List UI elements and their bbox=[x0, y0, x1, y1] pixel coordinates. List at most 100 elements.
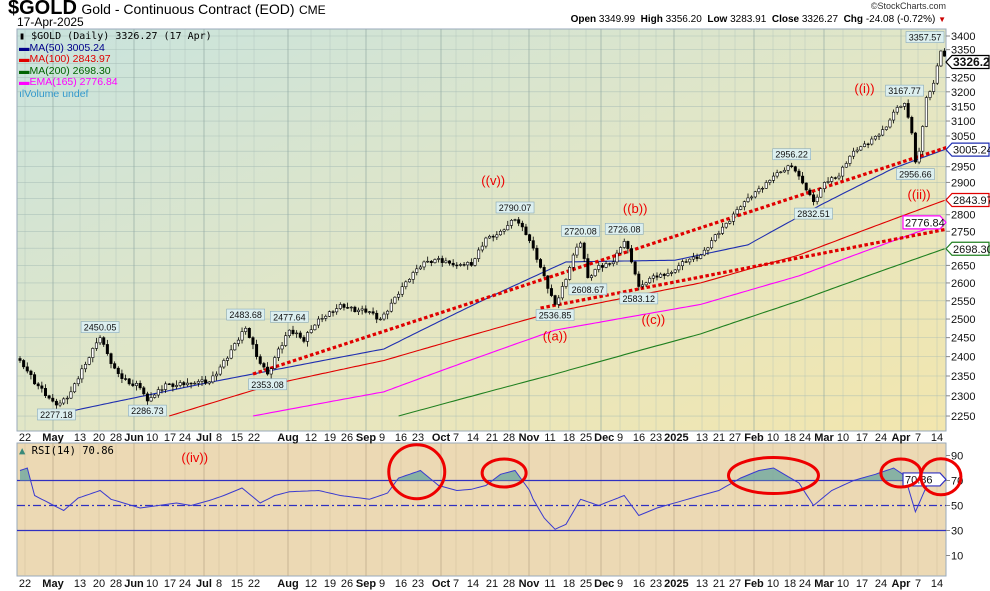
candle-body bbox=[222, 360, 226, 368]
candle bbox=[113, 361, 117, 370]
price-callout-label: 2956.22 bbox=[775, 150, 808, 160]
x-tick-label: 15 bbox=[231, 578, 243, 590]
candle bbox=[757, 185, 761, 195]
price-callout-label: 2536.85 bbox=[539, 311, 572, 321]
candle bbox=[411, 270, 415, 284]
price-callout-label: 2832.51 bbox=[797, 209, 830, 219]
x-tick-label: 16 bbox=[633, 432, 645, 444]
candle bbox=[222, 358, 226, 369]
trendline bbox=[252, 145, 946, 376]
candle bbox=[688, 258, 692, 265]
candle-body bbox=[233, 343, 237, 351]
x-tick-label: 22 bbox=[248, 432, 260, 444]
candle bbox=[731, 211, 735, 226]
candle bbox=[633, 261, 637, 276]
candle bbox=[142, 386, 146, 396]
price-callout-label: 2608.67 bbox=[572, 285, 605, 295]
rsi-wave-label: ((iv)) bbox=[181, 450, 208, 465]
candle-body bbox=[258, 356, 262, 364]
ma-value-tag-box bbox=[945, 241, 990, 256]
ma-value-tag: 2843.97 bbox=[945, 192, 990, 208]
candle bbox=[69, 386, 73, 400]
candle-body bbox=[444, 260, 448, 263]
candle bbox=[54, 398, 58, 411]
candle bbox=[586, 253, 590, 279]
x-tick-label: 18 bbox=[784, 432, 796, 444]
candle bbox=[287, 329, 291, 338]
candle bbox=[316, 316, 320, 329]
candle bbox=[899, 105, 903, 109]
candle bbox=[666, 268, 670, 277]
candle-body bbox=[757, 188, 761, 193]
candle-body bbox=[928, 91, 932, 98]
x-tick-label: 11 bbox=[544, 578, 555, 590]
legend-swatch: ▬ bbox=[19, 76, 30, 88]
candle bbox=[236, 337, 240, 347]
high-label: High bbox=[640, 14, 663, 25]
candle-body bbox=[404, 281, 408, 288]
candle bbox=[651, 273, 655, 283]
candle bbox=[342, 302, 346, 311]
candle-body bbox=[542, 267, 546, 277]
candle-body bbox=[564, 279, 568, 287]
candle-body bbox=[331, 311, 335, 313]
x-tick-label: 2025 bbox=[664, 432, 688, 444]
x-tick-label: 9 bbox=[617, 432, 623, 444]
candle-body bbox=[218, 366, 222, 375]
y-tick-label: 2900 bbox=[951, 177, 975, 189]
candle bbox=[397, 291, 401, 301]
x-tick-label: 25 bbox=[580, 432, 592, 444]
candle-body bbox=[131, 383, 135, 386]
candle bbox=[182, 381, 186, 388]
candle bbox=[928, 90, 932, 101]
candle-body bbox=[895, 107, 899, 113]
x-tick-label: 16 bbox=[633, 578, 645, 590]
candle-body bbox=[640, 284, 644, 287]
x-tick-label: 28 bbox=[110, 578, 122, 590]
candle bbox=[389, 298, 393, 313]
candle bbox=[466, 261, 470, 270]
candle-body bbox=[684, 261, 688, 263]
candle bbox=[382, 311, 386, 321]
candle-body bbox=[793, 166, 797, 172]
candle-body bbox=[797, 170, 801, 177]
candle bbox=[560, 281, 564, 301]
candle bbox=[124, 374, 128, 381]
candle-body bbox=[881, 129, 885, 136]
x-tick-label: Jul bbox=[196, 432, 212, 444]
candle bbox=[407, 278, 411, 283]
candle-body bbox=[473, 258, 477, 266]
candle-body bbox=[200, 379, 204, 382]
price-callout-label: 2720.08 bbox=[564, 226, 597, 236]
candle-body bbox=[306, 332, 310, 342]
candle bbox=[848, 155, 852, 167]
wave-label: ((a)) bbox=[543, 329, 568, 344]
candle-body bbox=[418, 266, 422, 270]
candle-body bbox=[94, 342, 98, 349]
candle-body bbox=[287, 329, 291, 336]
candle-body bbox=[830, 177, 834, 182]
candle-body bbox=[910, 117, 914, 134]
candle bbox=[313, 324, 317, 331]
candle-body bbox=[484, 237, 488, 247]
candle-body bbox=[134, 383, 138, 386]
candle bbox=[200, 376, 204, 386]
candle-body bbox=[324, 315, 328, 319]
candle bbox=[371, 307, 375, 316]
x-tick-label: 20 bbox=[93, 578, 105, 590]
candle-body bbox=[215, 373, 219, 377]
ma-value-tag-box bbox=[902, 215, 947, 230]
rsi-title: RSI(14) 70.86 bbox=[31, 445, 114, 457]
rsi-highlight-ellipse bbox=[480, 457, 528, 489]
candle-body bbox=[495, 234, 499, 238]
candle-body bbox=[33, 374, 37, 385]
candle-body bbox=[579, 242, 583, 248]
candle-body bbox=[295, 332, 299, 335]
candle-body bbox=[193, 382, 197, 385]
candle bbox=[600, 262, 604, 272]
candle-body bbox=[706, 247, 710, 251]
candle bbox=[699, 253, 703, 260]
wave-label: ((b)) bbox=[623, 201, 648, 216]
x-tick-label: 12 bbox=[305, 432, 317, 444]
